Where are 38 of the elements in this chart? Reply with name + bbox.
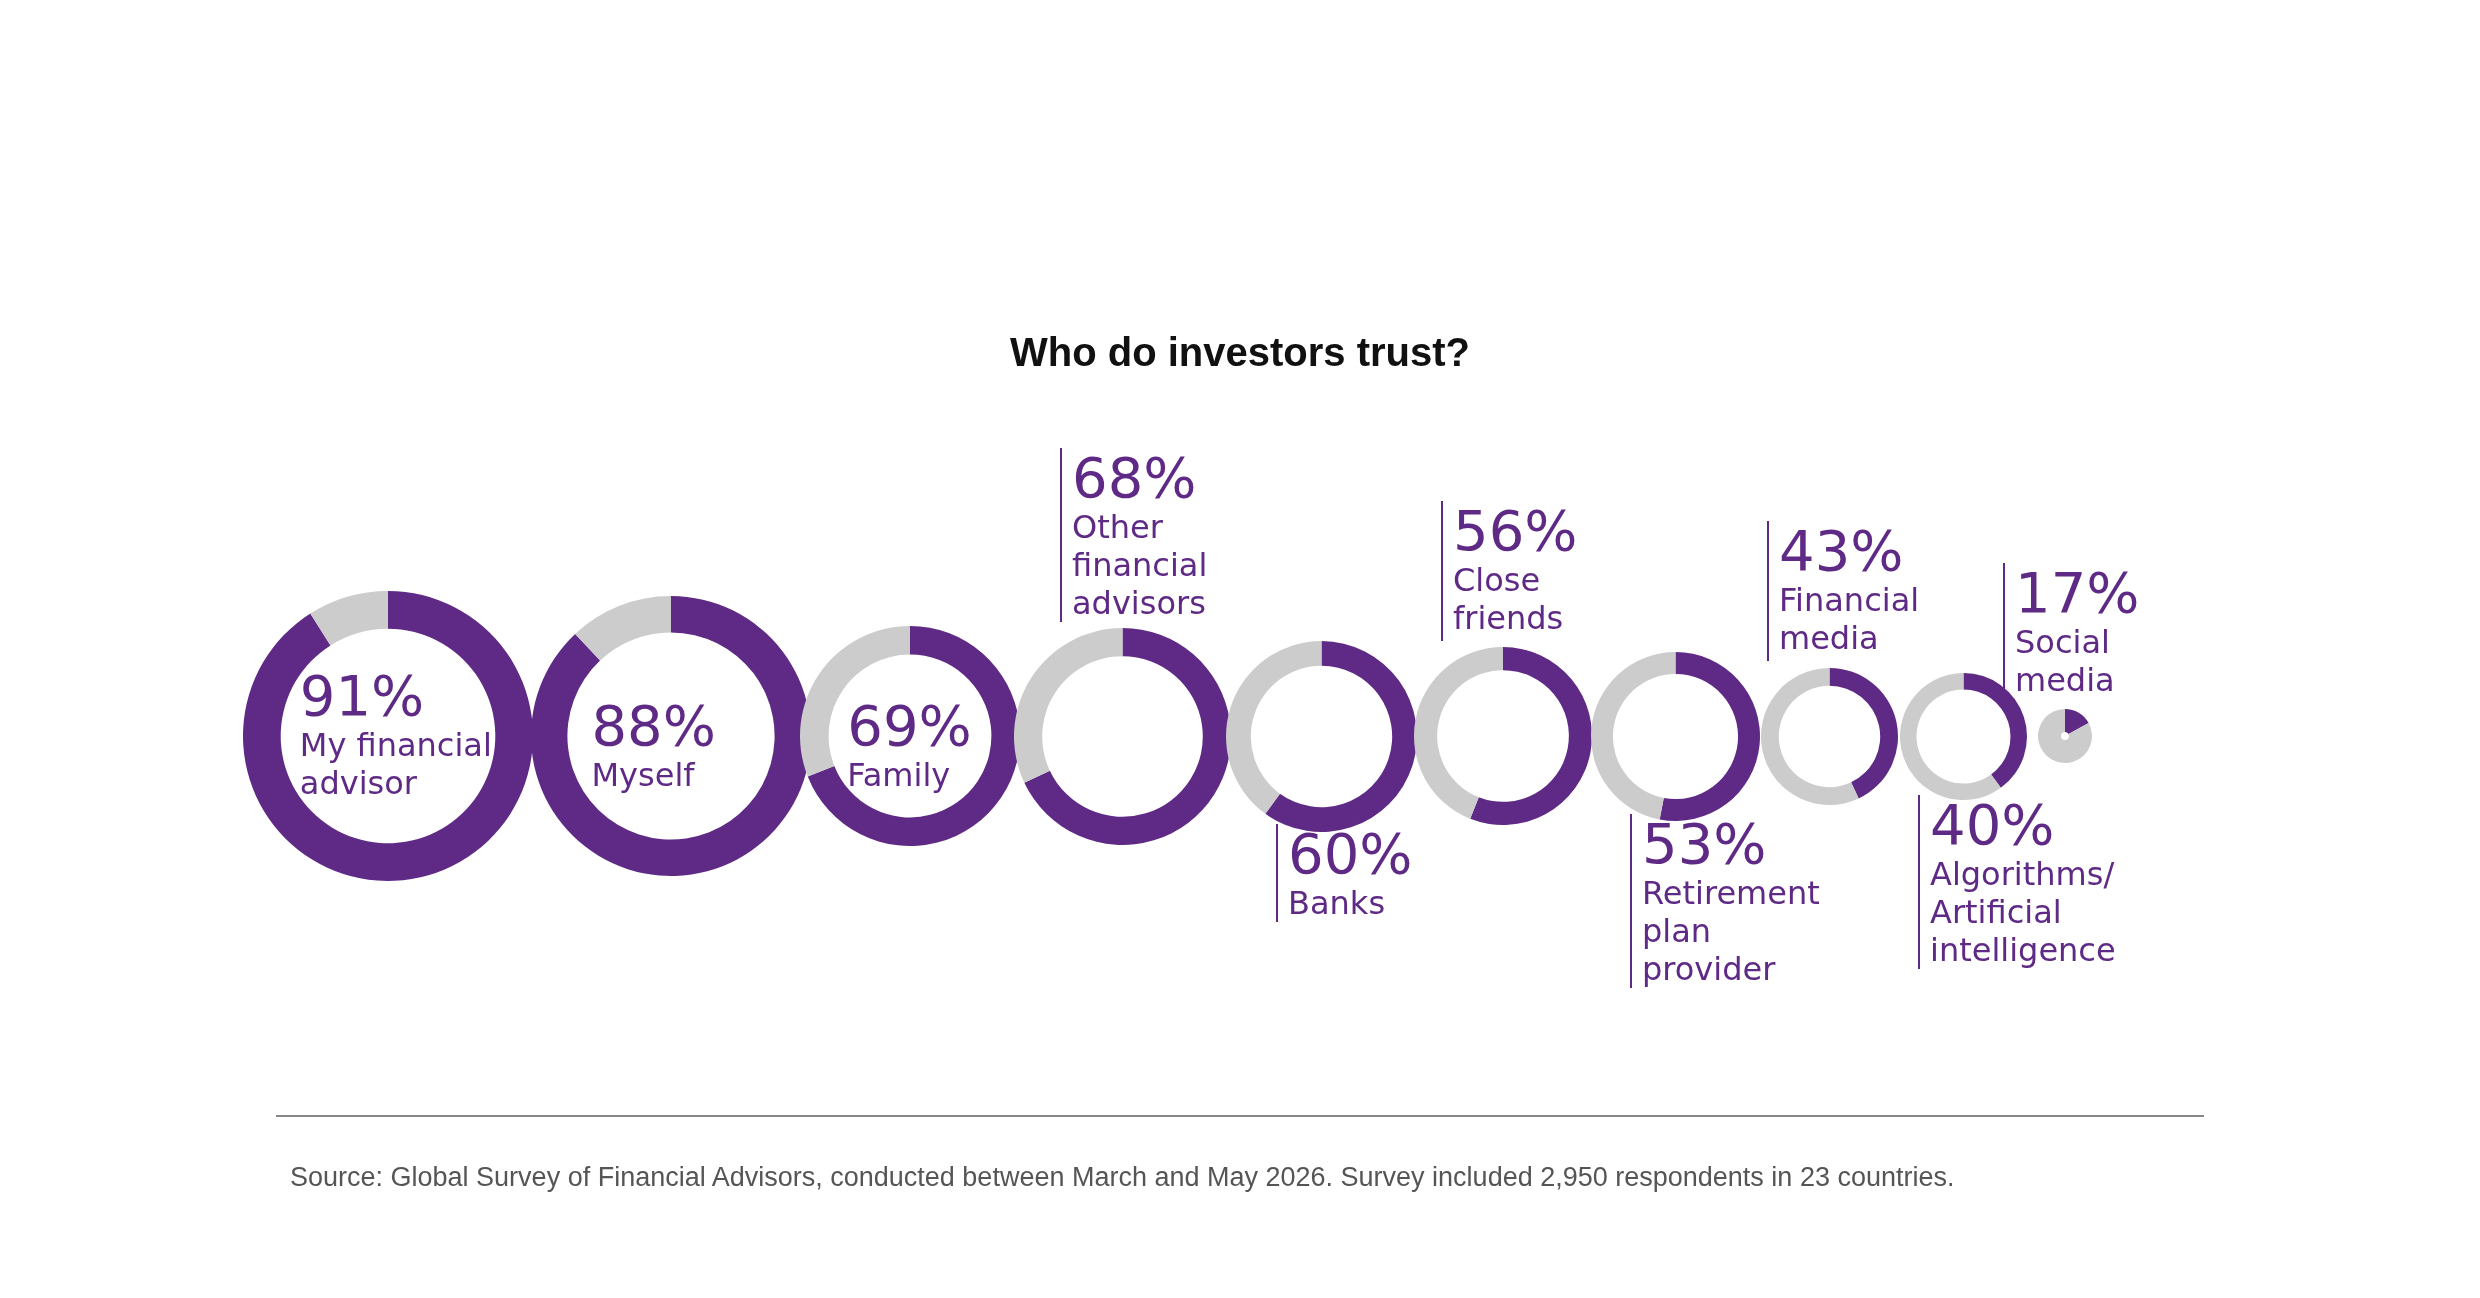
donut-slice [1590, 651, 1675, 819]
data-label: 88% [591, 693, 717, 758]
donut-slice [2065, 709, 2089, 735]
donut-slice [1899, 672, 2001, 800]
donut-slice [1023, 627, 1231, 845]
donut-slice [310, 591, 388, 646]
slice-label: Social media [2015, 622, 2116, 699]
data-label: 68% [1072, 444, 1198, 510]
slice-label: Banks [1288, 883, 1387, 922]
slice-label: Close friends [1453, 560, 1565, 637]
donut-slice [1414, 647, 1503, 819]
slice-label: Family [847, 756, 952, 794]
donut-slice [1013, 627, 1122, 783]
donut-slice [1829, 667, 1898, 798]
slice-label: Algorithms/ Artificial intelligence [1930, 854, 2117, 969]
data-label: 91% [299, 663, 426, 728]
donut-slice [1470, 647, 1592, 825]
text: Who do investors trust? [1009, 330, 1471, 375]
donut-slice [1659, 651, 1760, 821]
donut-slice [2038, 709, 2092, 763]
slice-label: Myself [591, 756, 696, 794]
donut-slice [1760, 667, 1859, 805]
data-label: 69% [847, 693, 973, 758]
slice-label: Other financial advisors [1072, 507, 1209, 622]
data-label: 17% [2015, 559, 2141, 625]
source-note: Source: Global Survey of Financial Advisors, conducted between March and May 2026. Survey included 2,950 respondents in 23 countries. [290, 1161, 1956, 1194]
donut-slice [575, 596, 671, 661]
donut-slice [1225, 640, 1321, 814]
data-label: 43% [1779, 518, 1905, 584]
slice-label: Financial media [1779, 581, 1921, 658]
data-label: 53% [1642, 810, 1768, 876]
slice-label: Retirement plan provider [1642, 873, 1821, 988]
data-label: 56% [1453, 497, 1579, 563]
slice-label: My financial advisor [299, 726, 493, 802]
data-label: 60% [1288, 820, 1414, 886]
donut-slice [1264, 640, 1417, 832]
data-label: 40% [1930, 791, 2056, 857]
donut-slice [807, 626, 1020, 846]
